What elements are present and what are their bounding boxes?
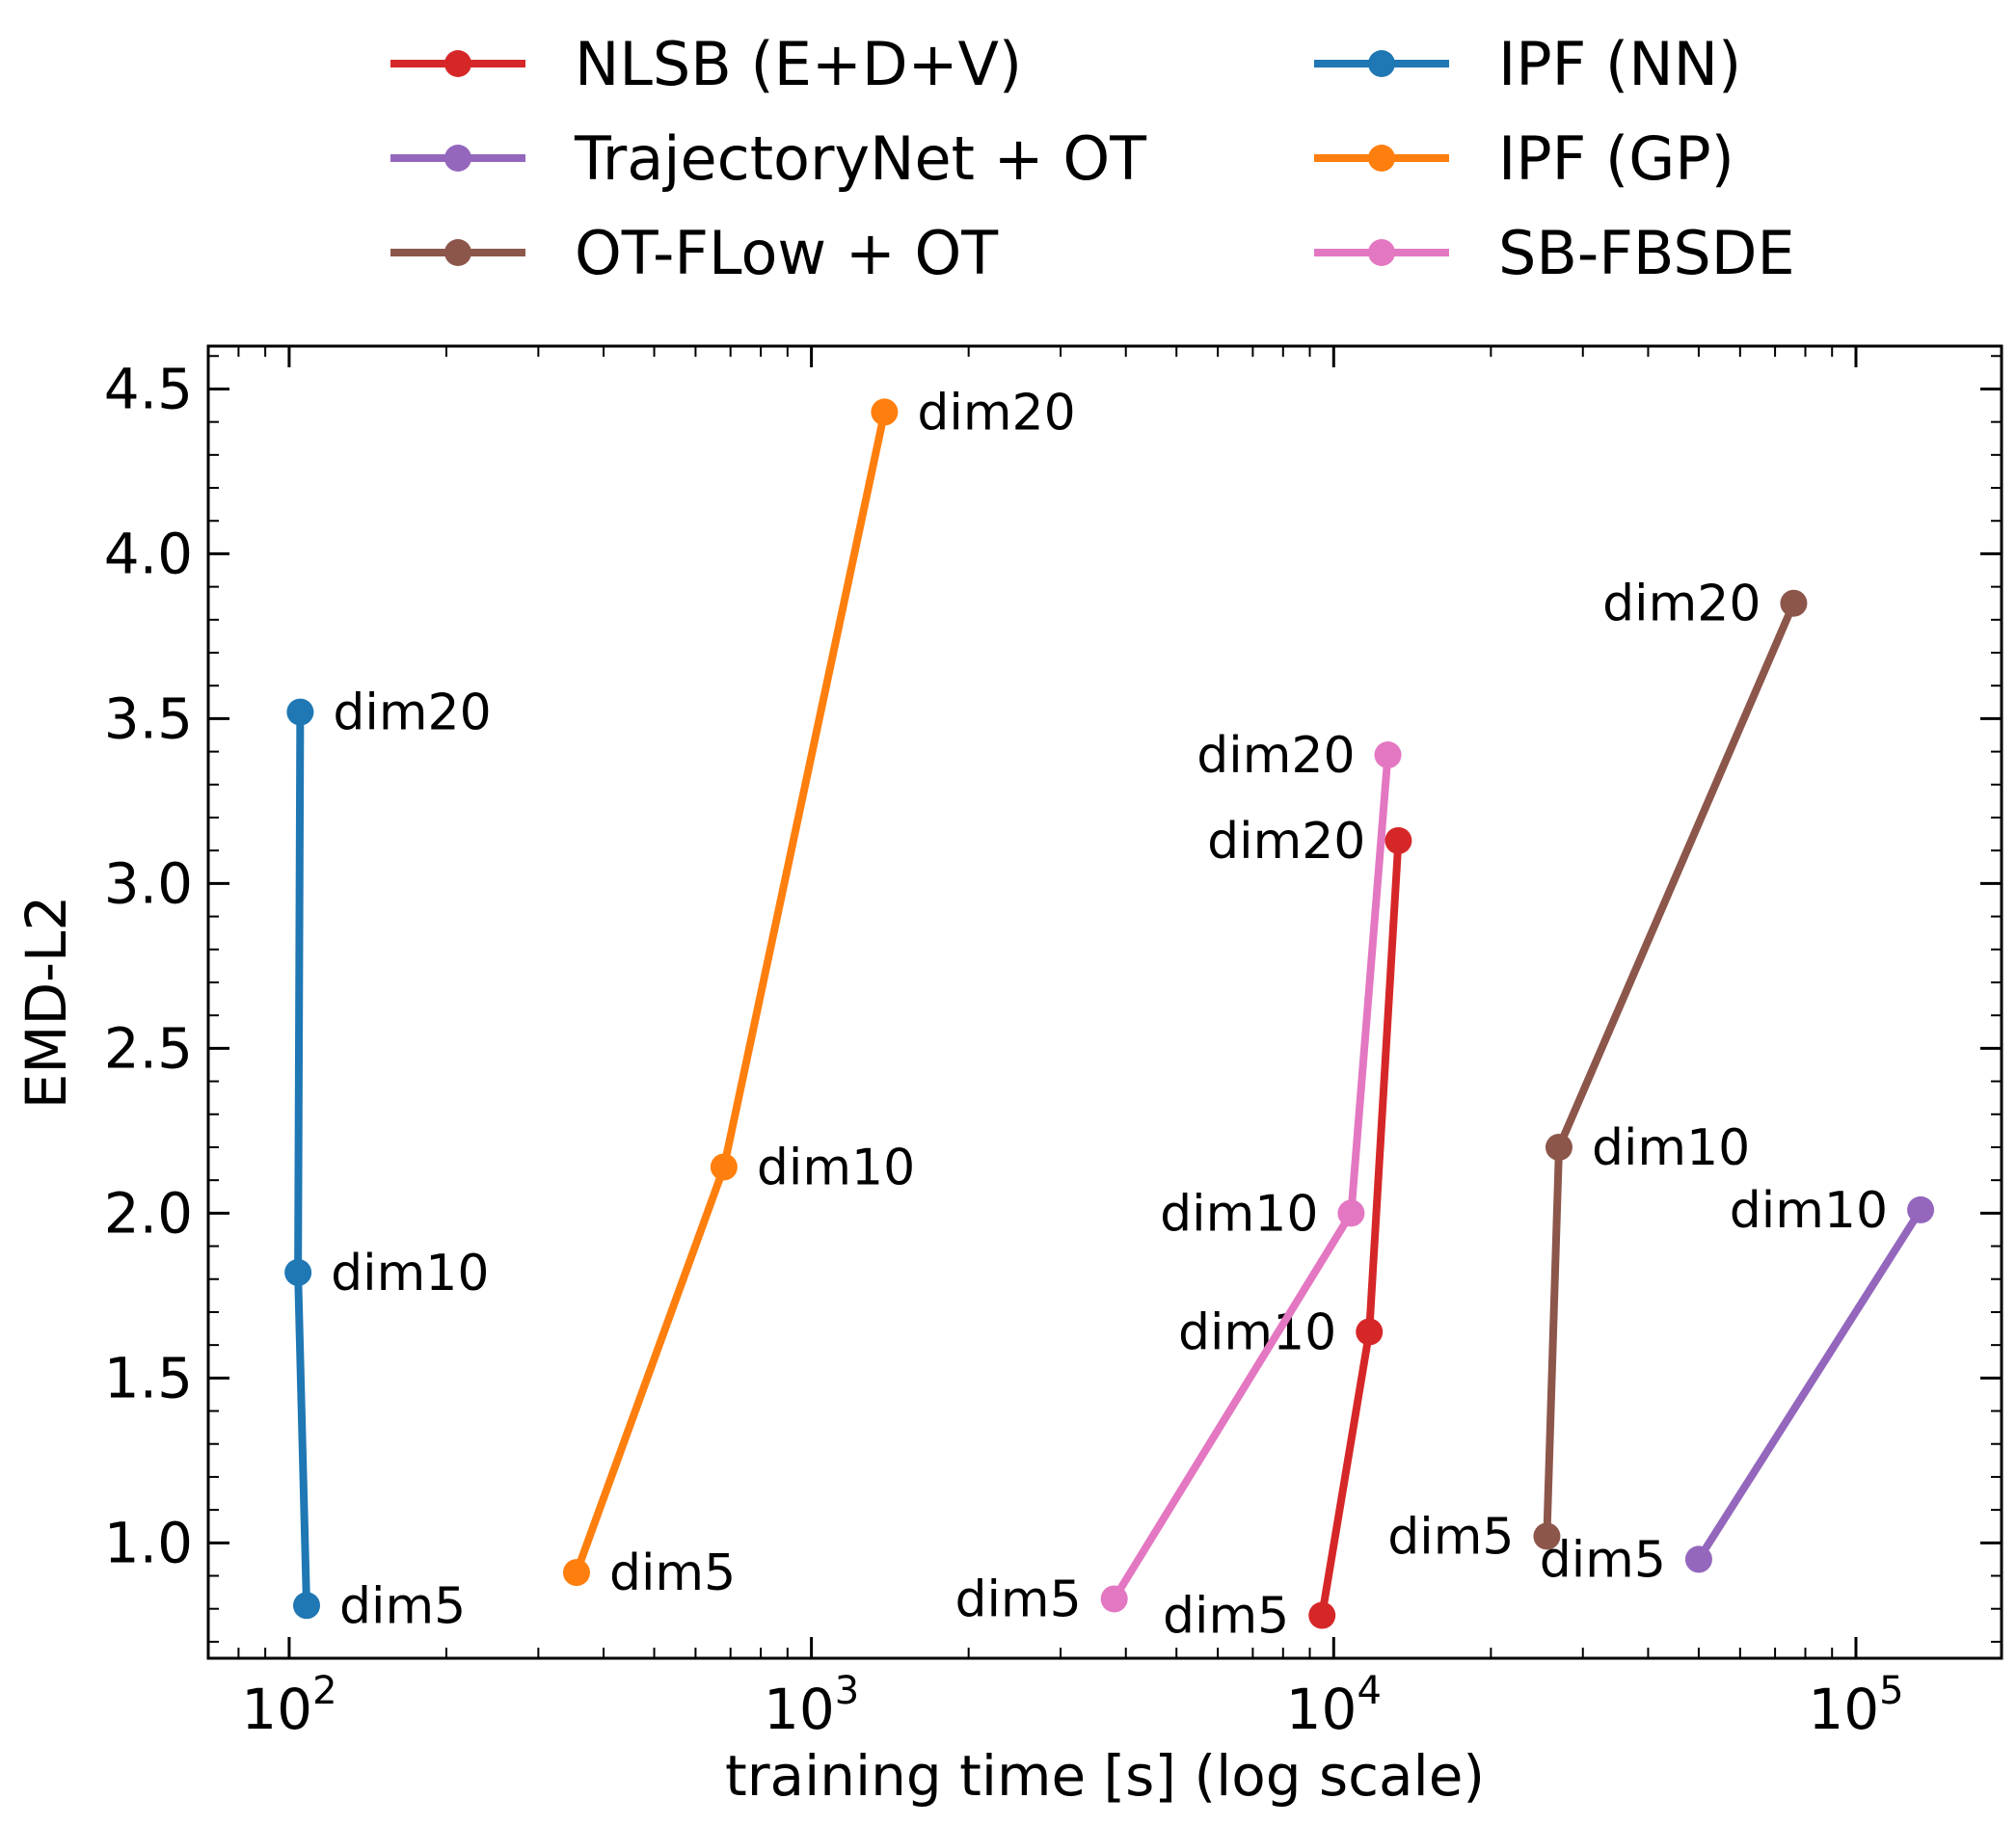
- x-tick-exponent: 2: [312, 1669, 336, 1713]
- legend-marker: [444, 239, 471, 266]
- y-tick-label: 2.5: [104, 1015, 193, 1081]
- legend-item: OT-FLow + OT: [390, 218, 999, 288]
- data-point: [562, 1559, 590, 1587]
- legend-item: NLSB (E+D+V): [390, 29, 1022, 99]
- x-tick-exponent: 3: [835, 1669, 859, 1713]
- x-axis-label: training time [s] (log scale): [725, 1743, 1485, 1809]
- data-label: dim10: [1178, 1303, 1336, 1361]
- y-tick-label: 4.0: [104, 521, 193, 586]
- y-tick-label: 3.5: [104, 685, 193, 751]
- series-group: dim5 dim10: [1540, 1182, 1935, 1589]
- series-group: dim5 dim10 dim20: [1163, 813, 1412, 1646]
- legend-marker: [1368, 50, 1395, 77]
- data-label: dim5: [1387, 1508, 1514, 1566]
- legend-item: TrajectoryNet + OT: [390, 123, 1147, 194]
- data-label: dim5: [1163, 1588, 1289, 1646]
- series-layer: dim5dim10dim20dim5dim10dim5dim10dim20dim…: [284, 384, 1935, 1646]
- legend-marker: [1368, 145, 1395, 172]
- data-label: dim10: [1160, 1185, 1318, 1243]
- y-axis-label: EMD-L2: [13, 896, 79, 1110]
- data-label: dim20: [1196, 727, 1355, 785]
- data-point: [710, 1153, 738, 1181]
- x-tick-exponent: 5: [1879, 1669, 1903, 1713]
- legend-label: NLSB (E+D+V): [575, 29, 1022, 99]
- data-label: dim20: [1207, 813, 1365, 871]
- legend-label: IPF (GP): [1498, 123, 1734, 194]
- series-group: dim5 dim10 dim20: [954, 727, 1402, 1628]
- y-tick-label: 3.0: [104, 850, 193, 916]
- data-label: dim5: [954, 1571, 1081, 1628]
- data-point: [1337, 1199, 1365, 1227]
- series-line: [1695, 1207, 1924, 1562]
- data-label: dim10: [1592, 1119, 1750, 1177]
- data-label: dim10: [1730, 1182, 1888, 1240]
- data-label: dim5: [339, 1577, 466, 1635]
- data-label: dim5: [1540, 1531, 1666, 1589]
- data-point: [286, 698, 314, 726]
- y-tick-label: 2.0: [104, 1180, 193, 1246]
- legend-item: IPF (NN): [1314, 29, 1741, 99]
- data-label: dim20: [333, 685, 491, 742]
- data-label: dim20: [917, 384, 1075, 442]
- series-group: dim5 dim10 dim20: [284, 685, 492, 1635]
- data-label: dim20: [1602, 576, 1761, 633]
- data-point: [1780, 589, 1808, 617]
- data-point: [1100, 1585, 1128, 1613]
- legend-item: IPF (GP): [1314, 123, 1734, 194]
- data-point: [293, 1592, 321, 1620]
- data-label: dim5: [609, 1544, 736, 1602]
- data-point: [1308, 1601, 1336, 1629]
- legend-label: IPF (NN): [1498, 29, 1741, 99]
- legend-item: SB-FBSDE: [1314, 218, 1795, 288]
- data-point: [871, 398, 899, 426]
- y-tick-label: 1.0: [104, 1510, 193, 1575]
- plot-frame: [206, 344, 2003, 1660]
- series-group: dim5 dim10 dim20: [562, 384, 1076, 1602]
- data-point: [1907, 1195, 1935, 1223]
- series-group: dim5 dim10 dim20: [1387, 576, 1808, 1566]
- data-point: [1374, 741, 1402, 769]
- data-point: [284, 1258, 312, 1286]
- data-point: [1545, 1133, 1572, 1161]
- legend-marker: [444, 50, 471, 77]
- data-label: dim10: [757, 1139, 915, 1196]
- x-tick-exponent: 4: [1357, 1669, 1381, 1713]
- legend: NLSB (E+D+V) TrajectoryNet + OT OT-FLow + …: [390, 29, 1795, 288]
- legend-label: OT-FLow + OT: [575, 218, 999, 288]
- data-point: [1533, 1522, 1561, 1550]
- legend-label: SB-FBSDE: [1498, 218, 1795, 288]
- data-point: [1684, 1545, 1712, 1573]
- legend-label: TrajectoryNet + OT: [574, 123, 1147, 194]
- y-tick-label: 1.5: [104, 1345, 193, 1410]
- legend-marker: [444, 145, 471, 172]
- data-point: [1356, 1318, 1384, 1346]
- data-label: dim10: [331, 1245, 489, 1302]
- data-point: [1384, 826, 1412, 854]
- y-tick-label: 4.5: [104, 356, 193, 421]
- legend-marker: [1368, 239, 1395, 266]
